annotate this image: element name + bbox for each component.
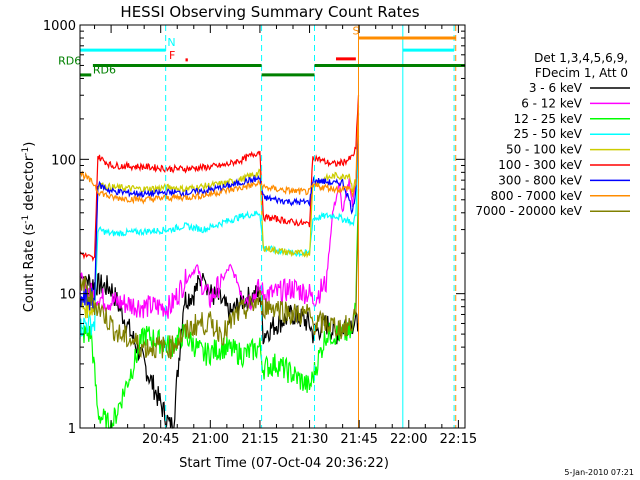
legend-header-detectors: Det 1,3,4,5,6,9, (534, 51, 628, 65)
x-tick-label-2200: 22:00 (390, 432, 427, 447)
plot-frame (79, 24, 466, 429)
legend: Det 1,3,4,5,6,9, FDecim 1, Att 0 3 - 6 k… (475, 51, 630, 218)
series-line-100-to-300kev (79, 95, 360, 262)
annotation-rd6-3: RD6 (58, 54, 81, 67)
y-tick-label-1000: 1000 (43, 19, 76, 34)
x-tick-label-2115: 21:15 (241, 432, 278, 447)
annotation-rd6-4: RD6 (93, 64, 116, 77)
legend-label-12-25kev: 12 - 25 keV (514, 112, 583, 126)
series-line-7000-to-20000kev (79, 212, 360, 360)
x-tick-label-2215: 22:15 (440, 432, 477, 447)
series-layer (79, 95, 360, 430)
legend-label-25-50kev: 25 - 50 keV (514, 127, 583, 141)
annotation-s-2: S (353, 24, 360, 37)
series-line-800-to-7000kev (79, 105, 360, 205)
legend-label-6-12kev: 6 - 12 keV (521, 96, 583, 110)
legend-label-7000-20000kev: 7000 - 20000 keV (475, 204, 582, 218)
footer-timestamp: 5-Jan-2010 07:21 (564, 468, 634, 477)
axes-layer: 20:45 21:00 21:15 21:30 21:45 22:00 22:15 1 10 10… (43, 19, 477, 447)
legend-label-300-800kev: 300 - 800 keV (498, 173, 582, 187)
annotation-f-1: F (169, 49, 175, 62)
x-tick-label-2130: 21:30 (291, 432, 328, 447)
series-line-6-to-12kev (79, 172, 360, 319)
legend-label-3-6kev: 3 - 6 keV (529, 81, 583, 95)
series-line-300-to-800kev (79, 113, 360, 311)
y-tick-label-100: 100 (51, 153, 76, 168)
overlay-layer: NF S RD6 RD6 (58, 24, 465, 428)
x-axis-label: Start Time (07-Oct-04 20:36:22) (179, 456, 389, 471)
y-tick-label-10: 10 (59, 288, 76, 303)
x-tick-label-2045: 20:45 (142, 432, 179, 447)
series-line-50-to-100kev (79, 135, 360, 319)
chart-title: HESSI Observing Summary Count Rates (120, 3, 419, 21)
x-tick-label-2100: 21:00 (192, 432, 229, 447)
legend-label-800-7000kev: 800 - 7000 keV (491, 189, 583, 203)
annotation-n-0: N (167, 36, 175, 49)
legend-header-decimation: FDecim 1, Att 0 (535, 66, 628, 80)
legend-label-50-100kev: 50 - 100 keV (506, 143, 583, 157)
y-tick-label-1: 1 (68, 422, 76, 437)
series-line-12-to-25kev (79, 189, 360, 429)
legend-label-100-300kev: 100 - 300 keV (498, 158, 582, 172)
series-line-25-to-50kev (79, 143, 360, 340)
x-tick-label-2145: 21:45 (340, 432, 377, 447)
y-axis-label: Count Rate (s-1 detector-1) (21, 142, 37, 313)
